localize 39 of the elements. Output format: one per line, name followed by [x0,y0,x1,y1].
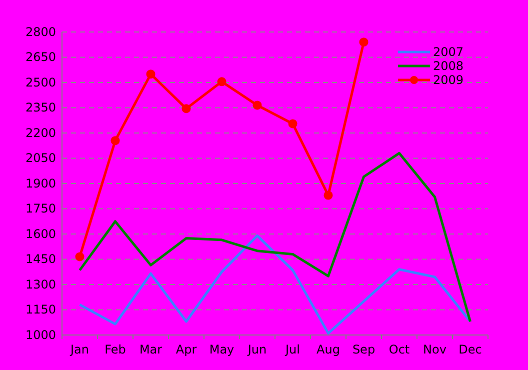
y-tick-label: 2350 [25,100,56,115]
legend-label: 2009 [433,73,464,88]
point [146,70,156,79]
x-tick-label: Apr [176,342,197,357]
y-tick-label: 1900 [25,176,56,190]
y-tick-label: 1600 [25,226,56,241]
line-series [78,234,472,335]
y-tick-label: 1450 [25,252,56,266]
x-tick-label: Jun [246,342,267,357]
x-tick-label: Nov [423,342,446,357]
legend-label: 2008 [433,59,464,74]
y-tick-label: 1750 [25,202,56,216]
y-tick-label: 2800 [25,24,56,39]
x-tick-label: Oct [388,342,410,357]
y-tick-label: 1300 [25,277,56,292]
y-tick-label: 2500 [25,75,56,90]
y-tick-label: 2050 [25,151,56,166]
y-tick-label: 1150 [25,302,56,317]
y-tick-label: 2650 [25,50,56,64]
y-tick-label: 1000 [25,328,56,342]
point [75,252,84,262]
x-tick-label: May [209,342,234,357]
point [182,104,191,114]
x-tick-label: Jul [284,342,300,357]
y-tick-label: 2200 [25,126,56,140]
x-tick-label: Sep [352,342,376,357]
legend-label: 2007 [433,45,464,60]
point [217,77,226,86]
line-series [78,152,472,323]
point [359,38,368,47]
point [110,136,120,146]
x-tick-label: Aug [316,342,340,357]
x-tick-label: Jan [70,342,89,357]
point [324,190,333,200]
x-tick-label: Mar [139,342,162,357]
point [288,119,298,128]
point [252,100,262,110]
x-tick-label: Dec [458,342,482,357]
x-tick-label: Feb [104,342,126,357]
